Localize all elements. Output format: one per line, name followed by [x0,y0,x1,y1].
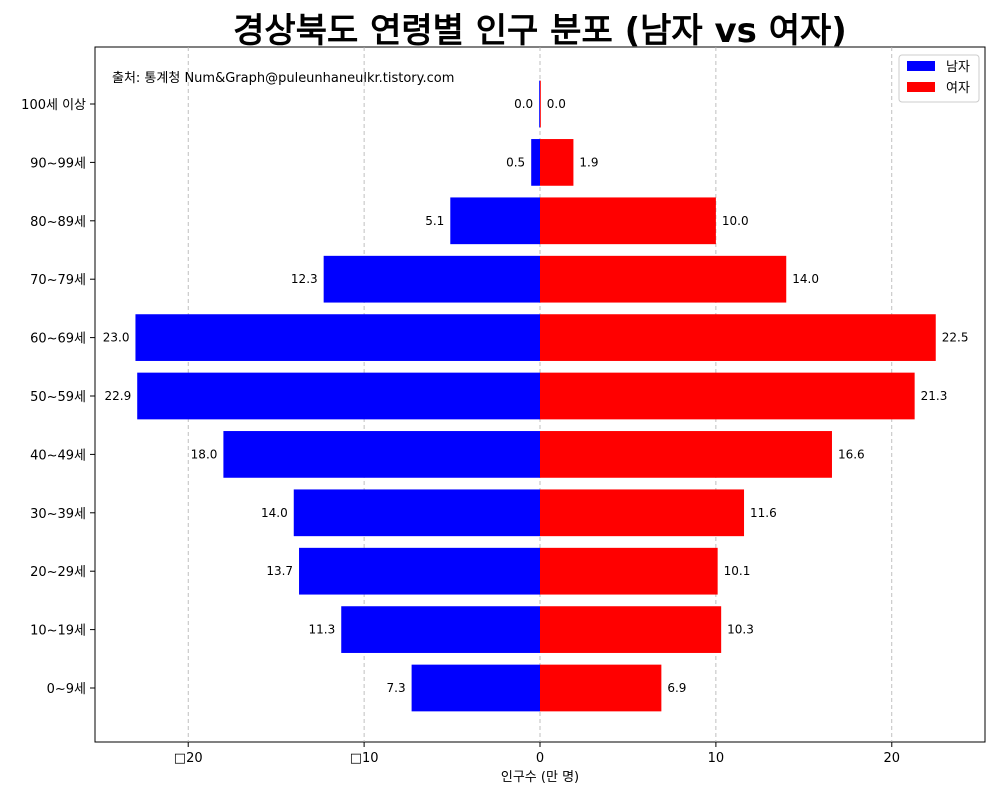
bar-female [540,606,722,653]
legend: 남자 여자 [898,54,980,103]
value-label-female: 22.5 [942,331,969,345]
value-label-male: 11.3 [309,623,336,637]
bar-male [531,139,540,186]
x-tick-label: 20 [884,751,901,766]
value-label-female: 6.9 [667,681,686,695]
value-label-female: 21.3 [921,389,948,403]
bar-male [539,80,540,128]
bar-male [135,314,541,361]
bar-female [540,664,662,712]
value-label-male: 14.0 [261,506,288,520]
bar-male [137,372,540,420]
value-label-male: 23.0 [103,331,130,345]
bar-male [299,547,540,595]
y-tick-label: 90~99세 [30,156,86,171]
value-label-female: 10.3 [727,623,754,637]
bar-female [540,431,832,478]
value-label-male: 12.3 [291,272,318,286]
bar-female [540,80,541,128]
value-label-female: 14.0 [792,272,819,286]
y-tick-label: 10~19세 [30,624,86,639]
value-label-male: 0.0 [514,97,533,111]
x-axis: □20 □10 0 10 20 [174,742,900,766]
bar-female [540,197,716,245]
legend-label-female: 여자 [946,81,970,96]
bars [135,80,936,712]
bar-female [540,314,936,361]
bar-female [540,372,915,420]
value-label-male: 7.3 [387,681,406,695]
value-label-male: 22.9 [104,389,131,403]
x-tick-label: 0 [536,751,544,766]
y-tick-label: 80~89세 [30,215,86,230]
bar-male [293,489,540,537]
y-tick-label: 60~69세 [30,332,86,347]
x-tick-label: 10 [708,751,725,766]
y-tick-label: 20~29세 [30,565,86,580]
bar-female [540,547,718,595]
legend-label-male: 남자 [946,60,970,75]
bar-female [540,255,787,303]
y-tick-label: 0~9세 [47,682,86,697]
x-tick-label: □20 [174,751,203,766]
bar-male [411,664,540,712]
value-label-male: 5.1 [425,214,444,228]
bar-male [450,197,540,245]
x-axis-label: 인구수 (만 명) [501,770,579,785]
source-note: 출처: 통계청 Num&Graph@puleunhaneulkr.tistory… [112,71,454,86]
bar-male [341,606,540,653]
y-tick-label: 30~39세 [30,507,86,522]
value-label-female: 0.0 [547,97,566,111]
value-label-female: 10.0 [722,214,749,228]
value-label-female: 16.6 [838,447,865,461]
value-label-female: 10.1 [724,564,751,578]
value-label-female: 1.9 [579,155,598,169]
y-tick-label: 40~49세 [30,448,86,463]
y-tick-label: 70~79세 [30,273,86,288]
bar-male [323,255,540,303]
legend-swatch-female [907,82,935,92]
value-labels: 7.3 11.3 13.7 14.0 18.0 22.9 23.0 12.3 5.1 0.5 0.0… [103,97,969,695]
value-label-male: 13.7 [266,564,293,578]
value-label-male: 0.5 [506,155,525,169]
value-label-male: 18.0 [191,447,218,461]
legend-swatch-male [907,61,935,71]
bar-female [540,489,745,537]
bar-male [223,431,540,478]
bar-female [540,139,574,186]
y-axis: 0~9세 10~19세 20~29세 30~39세 40~49세 50~59세 60~69세… [21,98,95,697]
value-label-female: 11.6 [750,506,777,520]
chart-title: 경상북도 연령별 인구 분포 (남자 vs 여자) [233,11,847,51]
y-tick-label: 100세 이상 [21,98,86,113]
y-tick-label: 50~59세 [30,390,86,405]
x-tick-label: □10 [350,751,379,766]
